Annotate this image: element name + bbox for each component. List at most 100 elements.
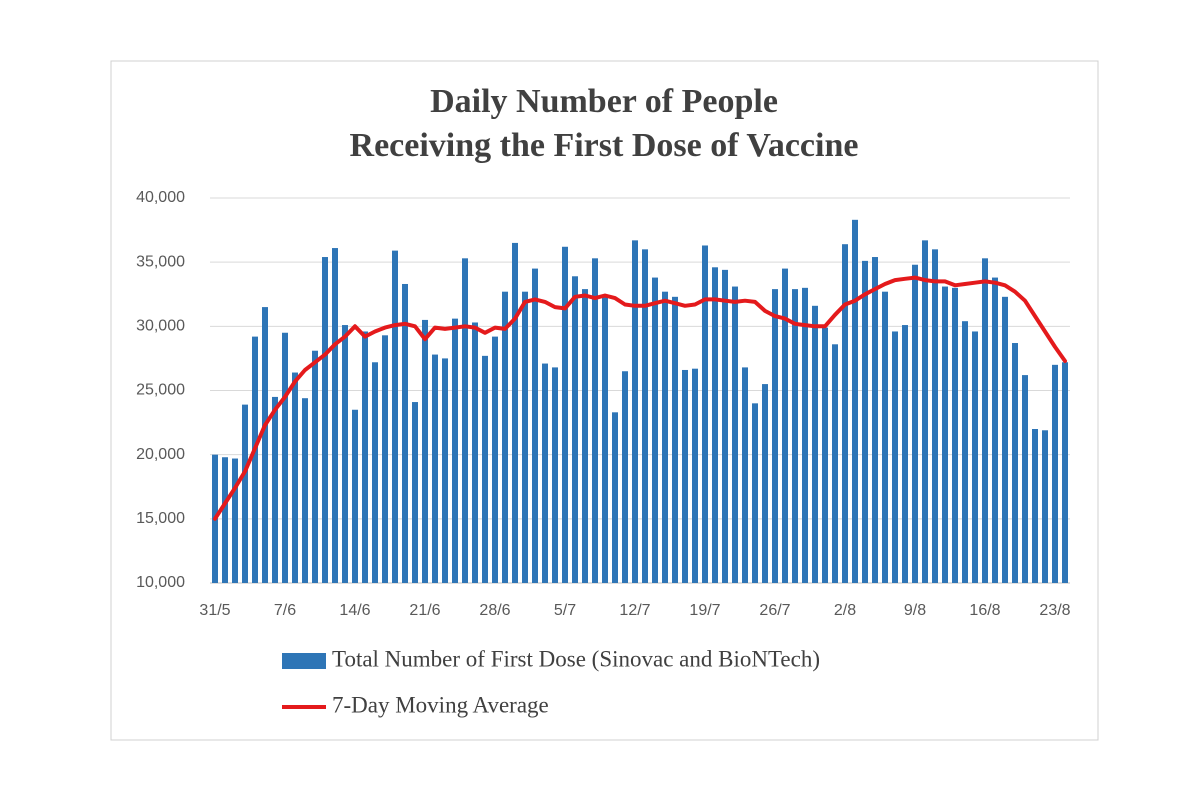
bar — [362, 331, 368, 583]
bar — [792, 289, 798, 583]
line — [213, 275, 1067, 521]
bar — [812, 305, 818, 583]
bar — [512, 242, 518, 583]
bar — [1012, 343, 1018, 583]
y-tick-label: 35,000 — [136, 253, 185, 270]
bar — [412, 402, 418, 583]
bar — [852, 219, 858, 584]
legend-label: 7-Day Moving Average — [332, 692, 549, 717]
x-tick-label: 5/7 — [554, 602, 576, 619]
bar — [972, 331, 978, 583]
bar — [422, 319, 428, 583]
bar — [392, 250, 398, 583]
y-tick-label: 15,000 — [136, 510, 185, 527]
y-tick-label: 20,000 — [136, 446, 185, 463]
bar — [782, 268, 788, 583]
chart-title: Receiving the First Dose of Vaccine — [350, 127, 859, 164]
bar — [462, 258, 468, 583]
bar — [1022, 375, 1028, 583]
bar — [602, 296, 608, 583]
y-tick-label: 25,000 — [136, 382, 185, 399]
x-tick-label: 23/8 — [1039, 602, 1070, 619]
bar — [672, 296, 678, 583]
bar — [732, 286, 738, 583]
bar — [802, 287, 808, 583]
bar — [402, 283, 408, 583]
bar — [862, 260, 868, 583]
x-tick-label: 14/6 — [339, 602, 370, 619]
bar — [332, 248, 338, 584]
bar — [902, 325, 908, 583]
y-tick-label: 30,000 — [136, 318, 185, 335]
bar — [382, 335, 388, 583]
x-tick-label: 9/8 — [904, 602, 926, 619]
bar — [302, 398, 308, 583]
bar — [622, 371, 628, 583]
bar — [552, 367, 558, 583]
bar — [352, 409, 358, 583]
bar — [872, 257, 878, 583]
bar — [312, 350, 318, 583]
bar — [662, 291, 668, 583]
bar — [282, 332, 288, 583]
bar — [1042, 430, 1048, 583]
bar — [222, 457, 228, 583]
bar — [632, 240, 638, 583]
y-tick-label: 10,000 — [136, 574, 185, 591]
bar — [612, 412, 618, 583]
bar — [842, 244, 848, 583]
bar — [722, 269, 728, 583]
legend-swatch — [282, 653, 326, 669]
x-tick-label: 26/7 — [759, 602, 790, 619]
bar — [272, 396, 278, 583]
bar — [592, 258, 598, 583]
bar — [562, 246, 568, 583]
bar — [582, 289, 588, 583]
bar — [322, 257, 328, 583]
chart-title: Daily Number of People — [430, 83, 778, 120]
bar — [762, 384, 768, 583]
bar — [342, 325, 348, 583]
bar — [502, 291, 508, 583]
x-tick-label: 19/7 — [689, 602, 720, 619]
bar — [452, 318, 458, 583]
x-tick-label: 28/6 — [479, 602, 510, 619]
legend-label: Total Number of First Dose (Sinovac and … — [332, 646, 820, 671]
bar — [822, 327, 828, 583]
x-tick-label: 2/8 — [834, 602, 856, 619]
bar — [772, 289, 778, 583]
bar — [432, 354, 438, 583]
bar — [952, 287, 958, 583]
bar — [832, 344, 838, 583]
bar — [882, 291, 888, 583]
x-tick-label: 21/6 — [409, 602, 440, 619]
x-tick-label: 31/5 — [199, 602, 230, 619]
bar — [712, 267, 718, 583]
bar — [982, 258, 988, 583]
x-tick-label: 12/7 — [619, 602, 650, 619]
bar — [1002, 296, 1008, 583]
bar — [572, 276, 578, 583]
bar — [482, 355, 488, 583]
bar — [702, 245, 708, 583]
bar — [922, 240, 928, 583]
bar — [232, 458, 238, 583]
x-tick-label: 7/6 — [274, 602, 296, 619]
bar — [442, 358, 448, 583]
bar — [692, 368, 698, 583]
bar — [742, 367, 748, 583]
bar — [522, 291, 528, 583]
bar — [292, 372, 298, 583]
x-tick-label: 16/8 — [969, 602, 1000, 619]
bar — [1032, 429, 1038, 583]
y-tick-label: 40,000 — [136, 189, 185, 206]
bar — [642, 249, 648, 584]
bar — [1062, 362, 1068, 583]
bar — [252, 336, 258, 583]
bar — [992, 277, 998, 583]
bar — [532, 268, 538, 583]
bar — [932, 249, 938, 584]
bar — [242, 404, 248, 583]
